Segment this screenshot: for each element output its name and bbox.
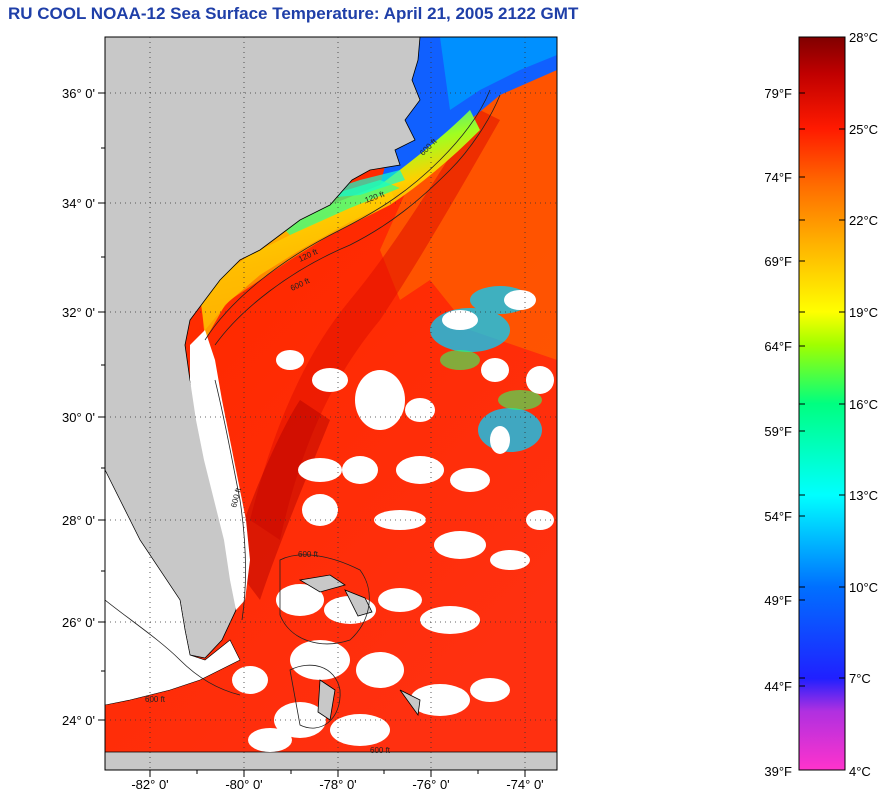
latitude-labels: 36° 0' 34° 0' 32° 0' 30° 0' 28° 0' 26° 0… bbox=[62, 86, 95, 728]
graticule-gridlines bbox=[105, 37, 557, 770]
lat-label: 30° 0' bbox=[62, 410, 95, 425]
colorbar-ticks bbox=[799, 92, 845, 687]
celsius-label: 16°C bbox=[849, 397, 878, 412]
fahrenheit-label: 44°F bbox=[764, 679, 792, 694]
celsius-label: 19°C bbox=[849, 305, 878, 320]
celsius-label: 22°C bbox=[849, 213, 878, 228]
colorbar-celsius-labels: 28°C 25°C 22°C 19°C 16°C 13°C 10°C 7°C 4… bbox=[849, 30, 878, 779]
celsius-label: 7°C bbox=[849, 671, 871, 686]
fahrenheit-label: 74°F bbox=[764, 170, 792, 185]
celsius-label: 25°C bbox=[849, 122, 878, 137]
celsius-label: 28°C bbox=[849, 30, 878, 45]
celsius-label: 13°C bbox=[849, 488, 878, 503]
fahrenheit-label: 79°F bbox=[764, 86, 792, 101]
axis-ticks bbox=[98, 92, 526, 777]
celsius-label: 4°C bbox=[849, 764, 871, 779]
contour-label: 600 ft bbox=[370, 746, 391, 755]
celsius-label: 10°C bbox=[849, 580, 878, 595]
lat-label: 32° 0' bbox=[62, 305, 95, 320]
fahrenheit-label: 69°F bbox=[764, 254, 792, 269]
lon-label: -78° 0' bbox=[319, 777, 356, 792]
temperature-colorbar bbox=[798, 36, 846, 771]
lat-label: 24° 0' bbox=[62, 713, 95, 728]
lon-label: -76° 0' bbox=[412, 777, 449, 792]
contour-label: 600 ft bbox=[145, 695, 166, 704]
lat-label: 34° 0' bbox=[62, 196, 95, 211]
lat-label: 26° 0' bbox=[62, 615, 95, 630]
bahamas-islands bbox=[298, 574, 421, 721]
fahrenheit-label: 59°F bbox=[764, 424, 792, 439]
lon-label: -74° 0' bbox=[506, 777, 543, 792]
lat-label: 28° 0' bbox=[62, 513, 95, 528]
lon-label: -82° 0' bbox=[131, 777, 168, 792]
lat-label: 36° 0' bbox=[62, 86, 95, 101]
colorbar-fahrenheit-labels: 79°F 74°F 69°F 64°F 59°F 54°F 49°F 44°F … bbox=[764, 86, 792, 779]
map-title: RU COOL NOAA-12 Sea Surface Temperature:… bbox=[8, 4, 579, 23]
lon-label: -80° 0' bbox=[225, 777, 262, 792]
map-area bbox=[105, 37, 557, 770]
fahrenheit-label: 39°F bbox=[764, 764, 792, 779]
fahrenheit-label: 49°F bbox=[764, 593, 792, 608]
bathymetry-contours bbox=[105, 89, 501, 729]
longitude-labels: -82° 0' -80° 0' -78° 0' -76° 0' -74° 0' bbox=[131, 777, 543, 792]
fahrenheit-label: 64°F bbox=[764, 339, 792, 354]
fahrenheit-label: 54°F bbox=[764, 509, 792, 524]
contour-label: 600 ft bbox=[298, 550, 319, 559]
map-frame bbox=[104, 36, 558, 771]
